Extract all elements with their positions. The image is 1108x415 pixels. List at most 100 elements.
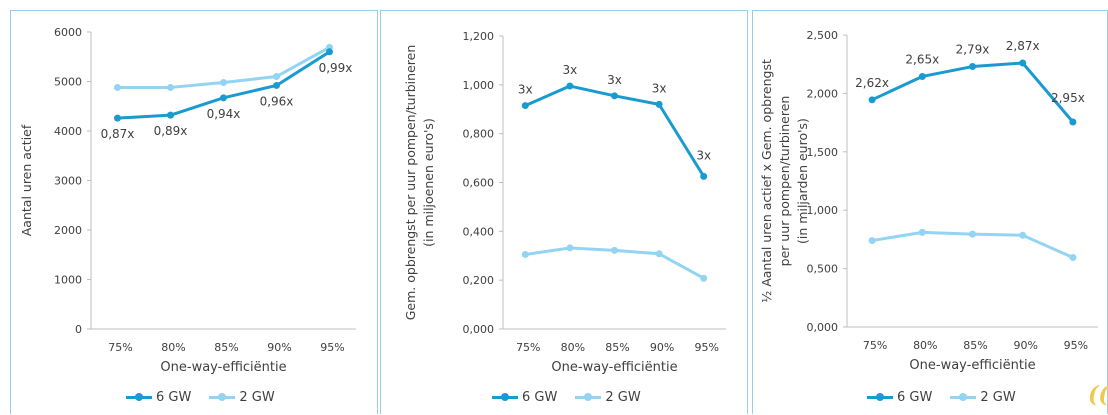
data-label: 0,89x [154, 124, 188, 138]
data-label: 2,65x [905, 52, 939, 66]
y-tick-label: 0,500 [807, 263, 839, 276]
y-axis-title: (in miljoenen euro's) [421, 118, 436, 247]
x-axis-title: One-way-efficiëntie [551, 360, 677, 375]
x-tick-label: 85% [214, 341, 238, 354]
x-tick-label: 95% [694, 341, 718, 354]
data-point-2gw [273, 73, 280, 81]
data-point-6gw [114, 114, 121, 122]
y-tick-label: 1,500 [807, 146, 839, 159]
data-label: 0,96x [260, 94, 294, 108]
y-tick-label: 0,400 [463, 225, 495, 238]
y-tick-label: 0,000 [807, 321, 839, 334]
x-tick-label: 80% [913, 339, 937, 352]
legend-swatch-6gw [126, 391, 152, 403]
chart-3-legend: 6 GW 2 GW [867, 387, 1016, 407]
data-point-2gw [611, 246, 618, 254]
x-tick-label: 80% [161, 341, 185, 354]
y-axis-title: (in miljarden euro's) [795, 118, 810, 244]
legend-item-2gw: 2 GW [575, 389, 641, 405]
data-label: 3x [652, 81, 667, 95]
data-point-6gw [273, 81, 280, 89]
data-label: 0,94x [207, 107, 241, 121]
y-tick-label: 2,000 [807, 87, 839, 100]
data-point-2gw [1019, 231, 1027, 239]
legend-item-2gw: 2 GW [209, 389, 275, 405]
y-axis-title: Aantal uren actief [19, 124, 34, 236]
data-point-6gw [521, 102, 529, 110]
data-label: 2,79x [956, 43, 990, 57]
legend-label-6gw: 6 GW [156, 389, 192, 405]
series-line-6gw [524, 84, 705, 178]
data-point-2gw [521, 251, 529, 259]
data-label: 3x [518, 83, 533, 97]
legend-item-2gw: 2 GW [950, 389, 1016, 405]
legend-label-6gw: 6 GW [522, 389, 558, 405]
data-point-2gw [1069, 254, 1077, 262]
data-label: 2,62x [855, 76, 889, 90]
legend-label-2gw: 2 GW [980, 389, 1016, 405]
data-point-6gw [1019, 59, 1027, 67]
data-point-2gw [566, 244, 574, 252]
y-tick-label: 4000 [54, 125, 82, 138]
y-tick-label: 5000 [54, 76, 82, 89]
chart-panel-totale-opbrengst: 0,000 0,500 1,000 1,500 2,000 2,500 75% 80% 85% 9… [752, 10, 1108, 414]
data-point-6gw [611, 92, 618, 100]
y-tick-label: 3000 [54, 175, 82, 188]
y-axis-title: ½ Aantal uren actief x Gem. opbrengst [759, 59, 774, 303]
y-tick-label: 0,200 [463, 274, 495, 287]
legend-label-2gw: 2 GW [239, 389, 275, 405]
x-tick-label: 90% [267, 341, 291, 354]
legend-item-6gw: 6 GW [492, 390, 557, 405]
data-point-6gw [566, 82, 574, 90]
x-tick-label: 80% [561, 341, 585, 354]
data-point-6gw [655, 100, 663, 108]
y-tick-label: 1000 [54, 274, 82, 287]
logo-mark-icon: (( [1088, 382, 1108, 408]
x-tick-label: 75% [516, 341, 540, 354]
data-point-6gw [700, 172, 708, 180]
data-point-2gw [167, 83, 174, 91]
y-axis-title: Gem. opbrengst per uur pompen/turbineren [403, 45, 418, 321]
data-point-2gw [114, 83, 121, 91]
x-tick-label: 85% [963, 339, 987, 352]
data-label: 2,87x [1006, 39, 1040, 53]
x-tick-label: 75% [863, 339, 887, 352]
data-point-2gw [220, 78, 227, 86]
y-tick-label: 1,200 [463, 30, 495, 43]
x-tick-label: 90% [1013, 339, 1037, 352]
legend-swatch-6gw [867, 391, 893, 403]
x-axis-title: One-way-efficiëntie [160, 360, 286, 375]
legend-swatch-6gw [492, 391, 518, 403]
data-label: 3x [607, 73, 622, 87]
data-label: 3x [563, 63, 578, 77]
data-point-6gw [220, 94, 227, 102]
legend-label-2gw: 2 GW [605, 389, 641, 405]
data-label: 3x [696, 148, 711, 162]
data-label: 0,99x [319, 61, 353, 75]
data-point-2gw [969, 230, 976, 238]
x-tick-label: 85% [605, 341, 629, 354]
data-point-2gw [868, 237, 876, 245]
data-point-2gw [918, 228, 926, 236]
legend-item-6gw: 6 GW [126, 390, 191, 405]
chart-panel-gem-opbrengst: 0,000 0,200 0,400 0,600 0,800 1,000 1,200 75% 80… [380, 10, 748, 414]
y-tick-label: 0 [75, 323, 82, 336]
chart-3-plot: 0,000 0,500 1,000 1,500 2,000 2,500 75% 80% 85% 9… [759, 29, 1098, 373]
y-axis-title: per uur pompen/turbineren [777, 96, 792, 267]
y-tick-label: 1,000 [807, 204, 839, 217]
data-point-6gw [326, 48, 333, 56]
chart-1-plot: 0 1000 2000 3000 4000 5000 6000 75% 80% 85% 90% 95%… [19, 26, 356, 375]
y-tick-label: 0,000 [463, 323, 495, 336]
data-point-6gw [167, 111, 174, 119]
x-tick-label: 95% [1064, 339, 1088, 352]
legend-swatch-2gw [950, 391, 977, 403]
y-tick-label: 1,000 [463, 79, 495, 92]
data-label: 2,95x [1051, 91, 1085, 105]
y-tick-label: 2,500 [807, 29, 839, 42]
x-tick-label: 75% [108, 341, 132, 354]
chart-2-plot: 0,000 0,200 0,400 0,600 0,800 1,000 1,200 75% 80… [403, 30, 726, 375]
y-tick-label: 0,600 [463, 177, 495, 190]
y-tick-label: 6000 [54, 26, 82, 39]
x-axis-title: One-way-efficiëntie [909, 358, 1035, 373]
x-tick-label: 95% [320, 341, 344, 354]
